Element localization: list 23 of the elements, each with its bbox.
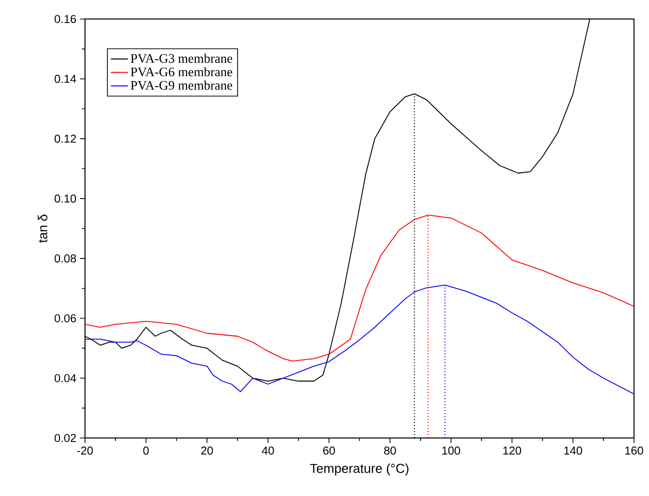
legend-label: PVA-G6 membrane <box>130 67 232 76</box>
x-tick-label: 120 <box>503 446 522 455</box>
y-tick-label: 0.04 <box>54 374 76 382</box>
legend-label: PVA-G3 membrane <box>130 54 232 63</box>
y-tick-label: 0.14 <box>54 74 76 83</box>
y-axis-title: tan δ <box>38 214 48 243</box>
x-tick-label: 100 <box>442 446 460 455</box>
x-tick-label: 40 <box>262 446 274 455</box>
y-tick-label: 0.06 <box>54 314 76 322</box>
x-tick-label: 140 <box>564 446 582 455</box>
x-tick-label: 160 <box>625 446 644 455</box>
y-tick-label: 0.02 <box>54 434 76 442</box>
x-axis-title: Temperature (°C) <box>310 463 408 476</box>
x-tick-label: -20 <box>77 446 93 455</box>
x-tick-label: 20 <box>201 446 213 455</box>
y-tick-label: 0.12 <box>54 134 76 143</box>
x-tick-label: 0 <box>143 446 149 455</box>
y-tick-label: 0.08 <box>54 254 76 262</box>
y-tick-label: 0.10 <box>54 194 76 203</box>
y-tick-label: 0.16 <box>54 14 76 24</box>
x-tick-label: 60 <box>323 446 335 455</box>
x-tick-label: 80 <box>384 446 396 455</box>
legend-label: PVA-G9 membrane <box>130 80 232 90</box>
